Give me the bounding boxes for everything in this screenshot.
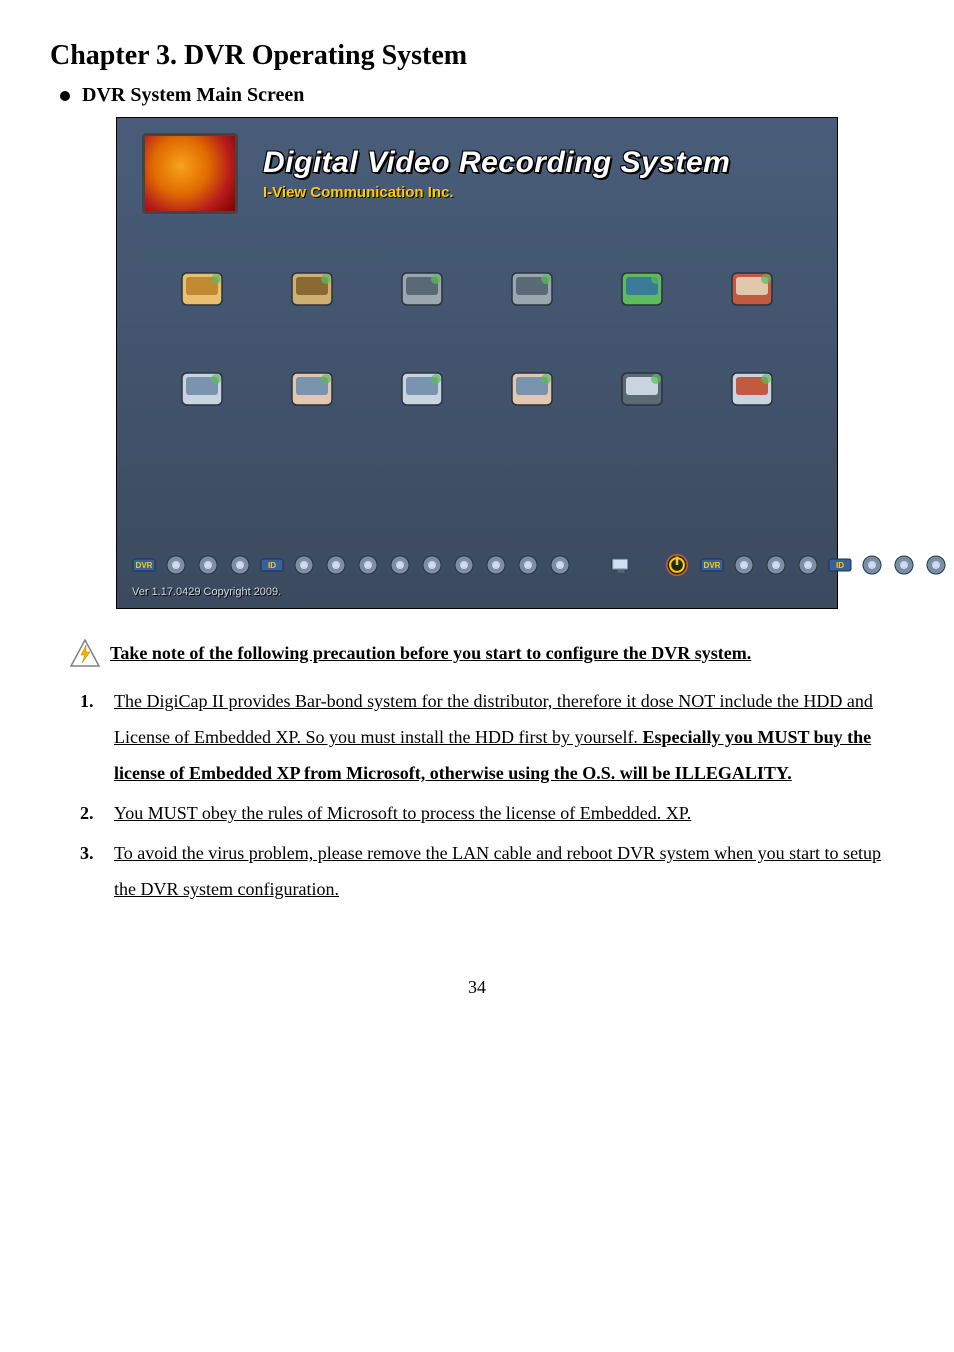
printer-red-icon[interactable] [702,349,802,429]
globe-small-icon[interactable] [196,553,220,577]
svg-text:DVR: DVR [136,561,153,570]
globe-small-icon[interactable] [764,553,788,577]
page-number: 34 [50,977,904,998]
screenshot-toolbar: DVRID DVRID [117,540,837,580]
sub-heading: DVR System Main Screen [82,84,304,107]
dvr-main-screenshot: Digital Video Recording System I-View Co… [116,117,838,609]
settings-icon[interactable] [324,553,348,577]
settings-icon[interactable] [892,553,916,577]
power-icon[interactable] [662,550,692,580]
tool-small-icon[interactable] [356,553,380,577]
shield-card-icon[interactable] [592,349,692,429]
screenshot-subtitle: I-View Communication Inc. [263,184,730,201]
bullet-icon [60,91,70,101]
server-icon[interactable] [732,553,756,577]
dvr-logo-icon [142,133,238,214]
network-small-icon[interactable] [860,553,884,577]
network-small-icon[interactable] [292,553,316,577]
precautions-list: The DigiCap II provides Bar-bond system … [80,683,904,907]
dvr-label-icon[interactable]: DVR [700,553,724,577]
chapter-title: Chapter 3. DVR Operating System [50,40,904,72]
display-icon[interactable] [420,553,444,577]
svg-text:ID: ID [836,561,844,570]
id-icon[interactable]: ID [828,553,852,577]
3gp-file-icon[interactable] [702,249,802,329]
screenshot-title-block: Digital Video Recording System I-View Co… [263,146,730,201]
tools-hand-icon[interactable] [482,349,582,429]
server-icon[interactable] [164,553,188,577]
gears-icon[interactable] [796,553,820,577]
lightning-warning-icon [70,639,100,667]
screenshot-version: Ver 1.17.0429 Copyright 2009. [117,580,837,608]
id-icon[interactable]: ID [260,553,284,577]
precaution-heading: Take note of the following precaution be… [110,643,751,664]
clock-small-icon[interactable] [388,553,412,577]
card-icon[interactable] [484,553,508,577]
svg-text:ID: ID [268,561,276,570]
monitor-config-icon[interactable] [152,349,252,429]
screenshot-main-title: Digital Video Recording System [263,146,730,180]
gears-icon[interactable] [228,553,252,577]
screenshot-header: Digital Video Recording System I-View Co… [117,118,837,219]
home-icon[interactable] [262,249,362,329]
tool-small-icon[interactable] [924,553,948,577]
dvr-label-icon[interactable]: DVR [132,553,156,577]
precaution-item: The DigiCap II provides Bar-bond system … [80,683,904,791]
tools-folder-icon[interactable] [152,249,252,329]
sub-heading-row: DVR System Main Screen [60,84,904,107]
exit-monitor-icon[interactable] [606,550,636,580]
precaution-item: You MUST obey the rules of Microsoft to … [80,795,904,831]
volume-icon[interactable] [516,553,540,577]
precaution-heading-row: Take note of the following precaution be… [70,639,904,667]
camera-angle-icon-1[interactable] [372,249,472,329]
pen-icon[interactable] [452,553,476,577]
camera-angle-icon-2[interactable] [482,249,582,329]
precaution-item: To avoid the virus problem, please remov… [80,835,904,907]
keyboard-icon[interactable] [548,553,572,577]
svg-text:DVR: DVR [704,561,721,570]
globe-monitor-icon[interactable] [592,249,692,329]
clock-hand-icon[interactable] [262,349,362,429]
screenshot-big-icons-grid [117,219,837,439]
network-monitor-icon[interactable] [372,349,472,429]
